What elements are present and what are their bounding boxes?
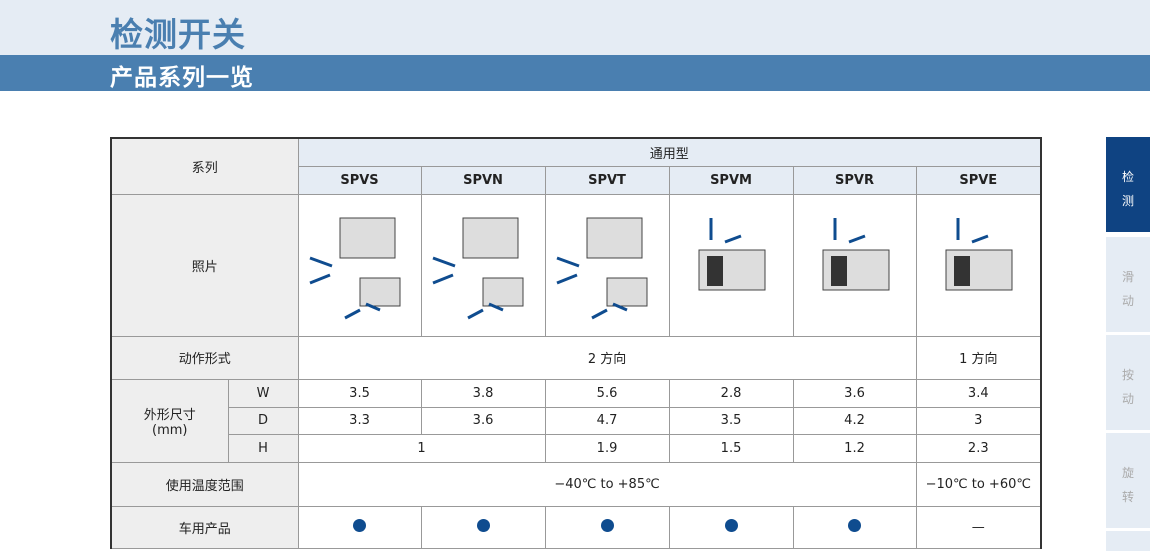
size-label: 外形尺寸 (mm) — [110, 378, 229, 463]
model-header: SPVM — [668, 165, 794, 195]
dot-icon — [724, 518, 738, 532]
model-header: SPVN — [420, 165, 546, 195]
product-photo — [792, 193, 917, 337]
auto-no: — — [915, 505, 1042, 549]
dim-d-value: 3 — [915, 406, 1042, 435]
dim-w-value: 5.6 — [544, 378, 670, 408]
sidebar-tab[interactable]: 旋转 — [1106, 433, 1150, 528]
dot-icon — [353, 518, 367, 532]
model-header: SPVT — [544, 165, 670, 195]
dim-w-label: W — [227, 378, 299, 408]
dim-h-value: 1.9 — [544, 433, 670, 463]
dot-icon — [848, 518, 862, 532]
dim-h-value: 2.3 — [915, 433, 1042, 463]
temp-label: 使用温度范围 — [110, 461, 299, 507]
model-header: SPVS — [297, 165, 422, 195]
sidebar-tab[interactable]: 滑动 — [1106, 237, 1150, 332]
page-title: 检测开关 — [110, 15, 246, 54]
switch-image-spvn — [432, 217, 524, 320]
product-table: 系列 通用型 SPVS SPVN SPVT SPVM SPVR SPVE 照片 动作形式 … — [110, 137, 1043, 549]
action-1-dir: 1 方向 — [915, 335, 1042, 380]
dim-w-value: 3.5 — [297, 378, 422, 408]
product-photo — [544, 193, 670, 337]
temp-range: −10℃ to +60℃ — [915, 461, 1042, 507]
sidebar-tab[interactable]: 按动 — [1106, 335, 1150, 430]
switch-image-spvr — [822, 218, 890, 291]
auto-yes — [544, 505, 670, 549]
header-bg: 检测开关 — [0, 0, 1150, 55]
product-photo — [297, 193, 422, 337]
dot-icon — [476, 518, 490, 532]
dim-w-value: 3.8 — [420, 378, 546, 408]
product-photo — [668, 193, 794, 337]
series-label: 系列 — [110, 137, 299, 195]
switch-image-spvs — [308, 217, 401, 320]
model-header: SPVR — [792, 165, 917, 195]
dot-icon — [600, 518, 614, 532]
dim-d-value: 4.2 — [792, 406, 917, 435]
switch-image-spvm — [698, 218, 766, 291]
dim-d-value: 4.7 — [544, 406, 670, 435]
sidebar-tab[interactable] — [1106, 531, 1150, 551]
page-subtitle: 产品系列一览 — [110, 65, 254, 91]
action-2-dir: 2 方向 — [297, 335, 917, 380]
dim-d-value: 3.5 — [668, 406, 794, 435]
switch-image-spvt — [556, 217, 648, 320]
dim-w-value: 3.6 — [792, 378, 917, 408]
photo-label: 照片 — [110, 193, 299, 337]
group-label: 通用型 — [297, 137, 1042, 167]
subtitle-band: 产品系列一览 — [0, 55, 1150, 91]
auto-label: 车用产品 — [110, 505, 299, 549]
dim-d-value: 3.6 — [420, 406, 546, 435]
product-photo — [420, 193, 546, 337]
dim-h-value: 1.5 — [668, 433, 794, 463]
dim-w-value: 2.8 — [668, 378, 794, 408]
dim-h-value: 1.2 — [792, 433, 917, 463]
dim-w-value: 3.4 — [915, 378, 1042, 408]
dim-d-value: 3.3 — [297, 406, 422, 435]
model-header: SPVE — [915, 165, 1042, 195]
dim-h-label: H — [227, 433, 299, 463]
product-photo — [915, 193, 1042, 337]
dim-h-value: 1 — [297, 433, 546, 463]
dim-d-label: D — [227, 406, 299, 435]
action-label: 动作形式 — [110, 335, 299, 380]
temp-range: −40℃ to +85℃ — [297, 461, 917, 507]
switch-image-spve — [945, 218, 1013, 291]
sidebar-tab[interactable]: 检测 — [1106, 137, 1150, 232]
